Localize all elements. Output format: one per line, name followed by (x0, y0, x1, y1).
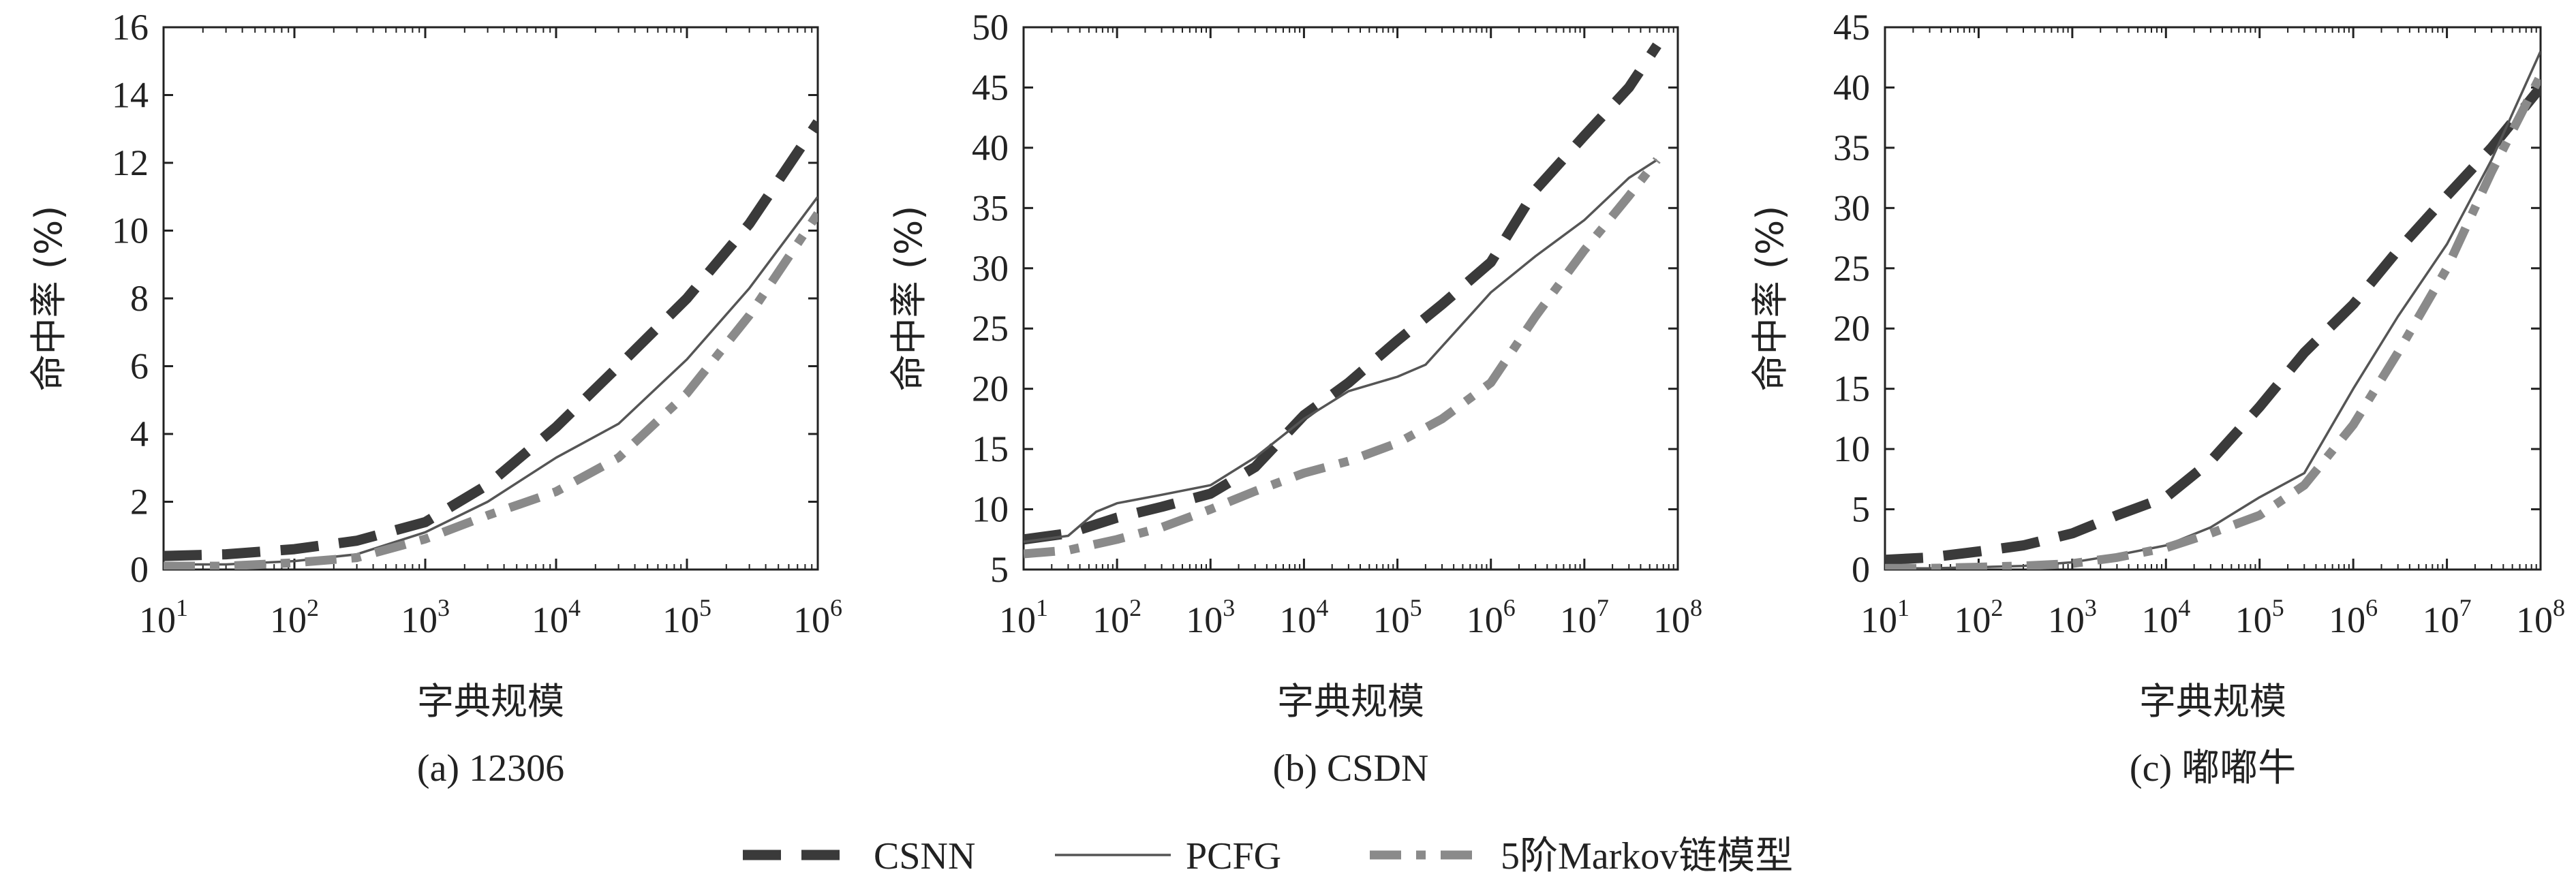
x-tick-label: 101 (139, 594, 188, 640)
y-axis-title: 命中率 (%) (1749, 206, 1792, 392)
x-tick-label: 108 (2516, 594, 2565, 640)
y-tick-label: 15 (972, 429, 1009, 469)
y-tick-label: 40 (1833, 67, 1870, 108)
y-tick-label: 8 (130, 278, 149, 319)
y-tick-label: 4 (130, 414, 149, 454)
x-tick-label: 106 (793, 594, 842, 640)
x-tick-label: 102 (1092, 594, 1141, 640)
chart-panel-2: 5 10 15 20 25 30 35 40 45 50 101 102 103 104 105 106 107… (887, 7, 1702, 790)
x-tick-label: 102 (1954, 594, 2003, 640)
plot-frame (1022, 26, 1679, 571)
y-tick-label: 25 (1833, 248, 1870, 289)
x-axis-title: 字典规模 (1277, 680, 1424, 723)
legend: CSNN PCFG 5阶Markov链模型 (743, 835, 1793, 877)
y-tick-label: 5 (990, 549, 1009, 590)
panel-caption: (c) 嘟嘟牛 (2130, 747, 2296, 790)
x-tick-label: 103 (2048, 594, 2097, 640)
y-tick-label: 20 (972, 369, 1009, 409)
y-tick-label: 5 (1852, 489, 1870, 530)
y-tick-label: 40 (972, 127, 1009, 168)
legend-label: PCFG (1186, 835, 1281, 877)
x-tick-label: 102 (270, 594, 319, 640)
x-tick-label: 105 (2235, 594, 2284, 640)
y-tick-label: 2 (130, 482, 149, 523)
chart-panel-3: 0 5 10 15 20 25 30 35 40 45 101 102 103 104 105 106 107 1… (1749, 7, 2565, 790)
x-tick-label: 103 (401, 594, 450, 640)
legend-label: 5阶Markov链模型 (1501, 835, 1793, 877)
series-line-5阶Markov链模型 (1024, 157, 1661, 559)
y-tick-label: 35 (1833, 127, 1870, 168)
y-tick-label: 30 (1833, 187, 1870, 228)
x-tick-label: 104 (2141, 594, 2190, 640)
series-line-PCFG (1885, 50, 2541, 570)
y-tick-label: 30 (972, 248, 1009, 289)
legend-label: CSNN (874, 835, 975, 877)
series-line-5阶Markov链模型 (1885, 73, 2541, 570)
x-tick-label: 107 (1560, 594, 1609, 640)
x-tick-label: 106 (2329, 594, 2378, 640)
y-tick-label: 45 (972, 67, 1009, 108)
y-tick-label: 16 (112, 7, 149, 48)
y-tick-label: 45 (1833, 7, 1870, 48)
x-tick-label: 107 (2423, 594, 2472, 640)
series-line-CSNN (164, 119, 818, 561)
y-tick-label: 15 (1833, 369, 1870, 409)
x-tick-label: 104 (532, 594, 581, 640)
series-line-5阶Markov链模型 (164, 211, 818, 570)
y-tick-label: 20 (1833, 308, 1870, 349)
x-tick-label: 104 (1279, 594, 1328, 640)
y-tick-label: 14 (112, 75, 149, 116)
x-tick-label: 108 (1653, 594, 1702, 640)
series-line-PCFG (1024, 159, 1658, 544)
y-tick-label: 12 (112, 142, 149, 183)
plot-frame (162, 26, 819, 571)
series-line-CSNN (1885, 84, 2541, 565)
x-axis-title: 字典规模 (2139, 680, 2286, 723)
y-tick-label: 10 (972, 489, 1009, 530)
x-tick-label: 101 (999, 594, 1048, 640)
chart-panel-1: 0 2 4 6 8 10 12 14 16 101 102 103 104 105 106 字典规模 命中率 (… (27, 7, 842, 790)
panel-caption: (b) CSDN (1273, 747, 1429, 790)
y-tick-label: 10 (112, 211, 149, 251)
y-tick-label: 35 (972, 187, 1009, 228)
series-line-CSNN (1024, 42, 1661, 545)
y-tick-label: 0 (1852, 549, 1870, 590)
x-tick-label: 106 (1467, 594, 1516, 640)
y-tick-label: 25 (972, 308, 1009, 349)
x-tick-label: 101 (1860, 594, 1910, 640)
plot-frame (1884, 26, 2542, 571)
x-axis-title: 字典规模 (417, 680, 564, 723)
y-tick-label: 50 (972, 7, 1009, 48)
panel-caption: (a) 12306 (417, 747, 564, 790)
series-line-PCFG (164, 196, 818, 566)
y-tick-label: 0 (130, 549, 149, 590)
x-tick-label: 105 (1373, 594, 1422, 640)
y-tick-label: 10 (1833, 429, 1870, 469)
x-tick-label: 105 (662, 594, 711, 640)
y-axis-title: 命中率 (%) (27, 206, 70, 392)
y-tick-label: 6 (130, 346, 149, 387)
x-tick-label: 103 (1186, 594, 1235, 640)
y-axis-title: 命中率 (%) (887, 206, 930, 392)
